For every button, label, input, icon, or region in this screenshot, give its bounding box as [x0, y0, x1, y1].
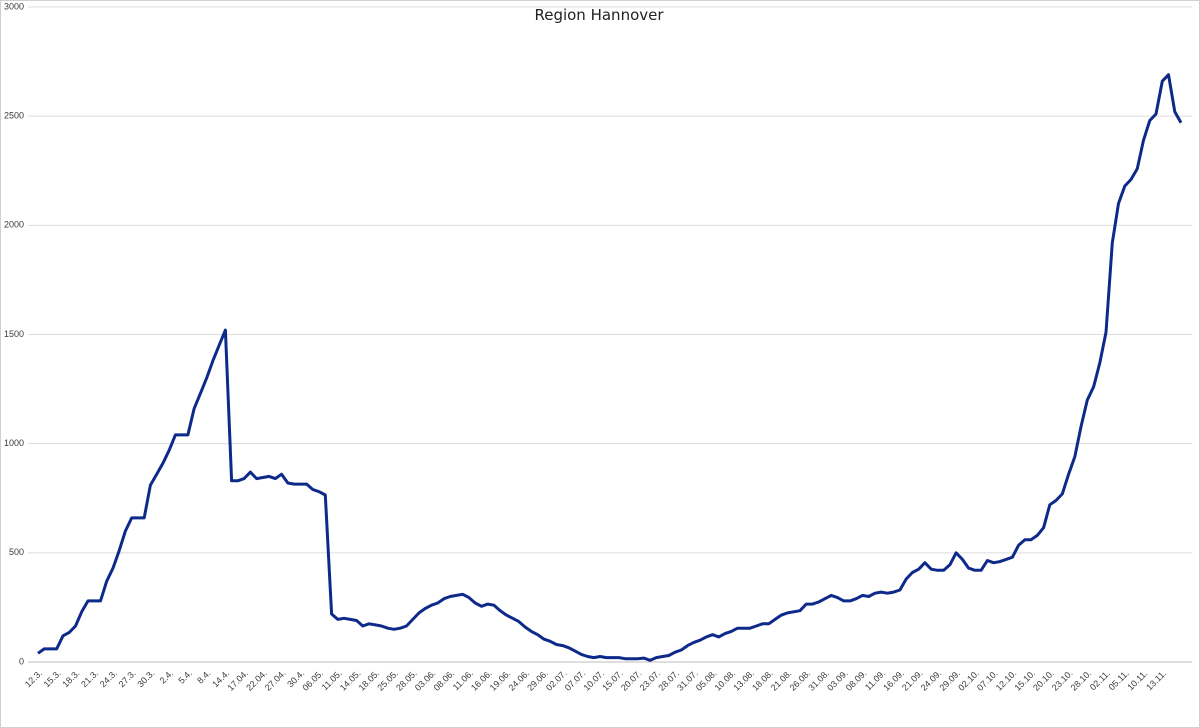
data-line	[37, 73, 1183, 662]
y-tick-label: 1000	[4, 438, 24, 448]
y-tick-label: 500	[9, 547, 24, 557]
y-tick-label: 3000	[4, 1, 24, 11]
y-tick-label: 2000	[4, 220, 24, 230]
y-tick-label: 1500	[4, 329, 24, 339]
chart-title: Region Hannover	[534, 6, 664, 24]
y-tick-label: 0	[19, 656, 24, 666]
y-tick-label: 2500	[4, 111, 24, 121]
